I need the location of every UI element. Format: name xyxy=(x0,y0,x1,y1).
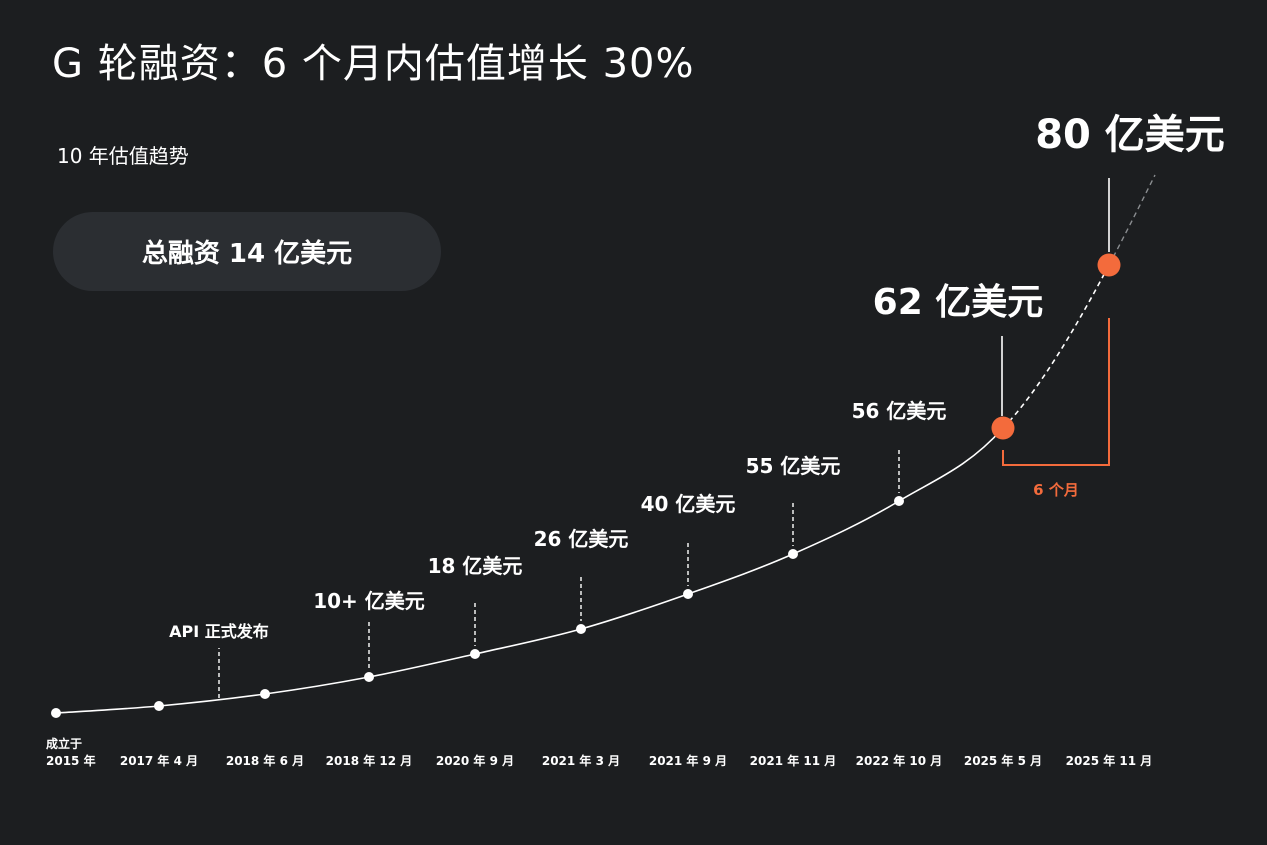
value-label: 26 亿美元 xyxy=(534,527,629,551)
page-title: G 轮融资：6 个月内估值增长 30% xyxy=(52,41,695,87)
value-label-62: 62 亿美元 xyxy=(873,282,1044,323)
x-tick-label: 2021 年 3 月 xyxy=(542,753,620,768)
points-layer xyxy=(51,253,1121,718)
valuation-curve xyxy=(55,427,1004,714)
value-label: 18 亿美元 xyxy=(428,554,523,578)
value-label: 55 亿美元 xyxy=(746,454,841,478)
total-funding-badge: 总融资 14 亿美元 xyxy=(53,212,441,291)
data-point xyxy=(470,649,480,659)
data-point xyxy=(154,701,164,711)
value-label: 40 亿美元 xyxy=(641,492,736,516)
data-point xyxy=(894,496,904,506)
x-tick-label: 2022 年 10 月 xyxy=(856,753,943,768)
x-tick-label: 2025 年 11 月 xyxy=(1066,753,1153,768)
x-tick-label: 2025 年 5 月 xyxy=(964,753,1042,768)
highlight-point xyxy=(991,416,1015,440)
value-label: 56 亿美元 xyxy=(852,399,947,423)
data-point xyxy=(51,708,61,718)
six-month-label: 6 个月 xyxy=(1033,481,1079,499)
projection-tail xyxy=(1108,174,1156,266)
x-tick-label: 2020 年 9 月 xyxy=(436,753,514,768)
six-month-bracket xyxy=(1002,318,1110,466)
highlight-point xyxy=(1097,253,1121,277)
x-tick-label: 2018 年 12 月 xyxy=(326,753,413,768)
value-label-80: 80 亿美元 xyxy=(1035,112,1225,158)
data-point xyxy=(364,672,374,682)
milestone-label: API 正式发布 xyxy=(169,622,269,641)
x-tick-label: 2018 年 6 月 xyxy=(226,753,304,768)
data-point xyxy=(788,549,798,559)
data-point xyxy=(683,589,693,599)
data-point xyxy=(576,624,586,634)
x-tick-label: 2021 年 9 月 xyxy=(649,753,727,768)
x-tick-label: 2017 年 4 月 xyxy=(120,753,198,768)
value-label: 10+ 亿美元 xyxy=(313,589,425,613)
x-tick-label: 成立于 2015 年 xyxy=(46,736,96,768)
chart-subtitle: 10 年估值趋势 xyxy=(57,144,189,168)
projection-curve xyxy=(1002,264,1110,429)
guide-lines xyxy=(218,178,1110,698)
data-point xyxy=(260,689,270,699)
labels-layer: 成立于 2015 年 2017 年 4 月 2018 年 6 月 2018 年 12 月… xyxy=(46,112,1225,768)
x-tick-label: 2021 年 11 月 xyxy=(750,753,837,768)
